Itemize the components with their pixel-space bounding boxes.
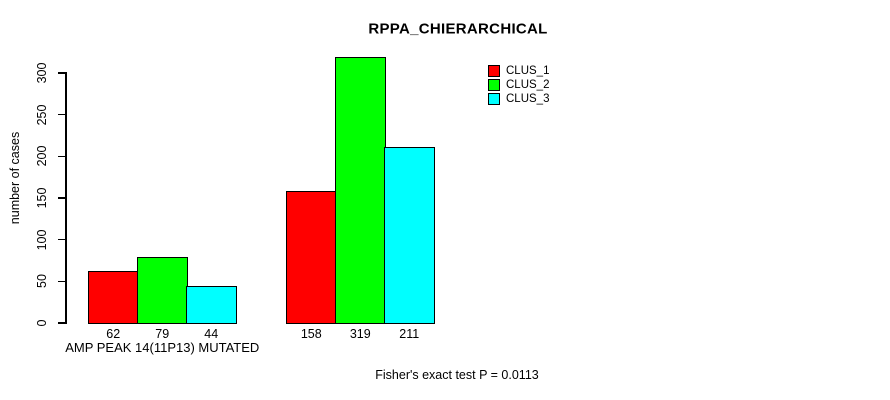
y-axis-line [65, 72, 67, 324]
bar-value-label: 158 [300, 327, 322, 341]
bar-value-label: 211 [399, 327, 420, 341]
legend-row: CLUS_3 [488, 92, 549, 106]
legend-swatch [488, 93, 500, 105]
bar-value-label: 62 [106, 327, 121, 341]
chart-title: RPPA_CHIERARCHICAL [368, 20, 548, 38]
y-axis-tick [58, 113, 65, 116]
bar-value-label: 44 [204, 327, 219, 341]
legend-swatch [488, 65, 500, 77]
legend-label: CLUS_2 [506, 79, 550, 91]
bar [286, 191, 337, 325]
y-axis-tick-label: 50 [35, 274, 49, 289]
bar [88, 271, 139, 325]
bar-value-label: 79 [155, 327, 170, 341]
y-axis-tick [58, 322, 65, 324]
y-axis-tick-label: 300 [35, 62, 49, 84]
legend-label: CLUS_3 [506, 93, 550, 105]
y-axis-tick-label: 150 [35, 187, 49, 209]
bar [137, 257, 188, 325]
legend-row: CLUS_2 [488, 78, 549, 92]
fisher-test-annotation: Fisher's exact test P = 0.0113 [375, 368, 539, 382]
y-axis-tick-label: 0 [35, 319, 49, 327]
legend-label: CLUS_1 [506, 65, 550, 77]
y-axis-tick [58, 197, 65, 199]
legend-row: CLUS_1 [488, 64, 549, 78]
bar [335, 57, 386, 325]
y-axis-tick [58, 280, 65, 283]
y-axis-tick [58, 155, 65, 158]
y-axis-tick-label: 100 [35, 229, 49, 251]
bar-value-label: 319 [349, 327, 371, 341]
legend: CLUS_1 CLUS_2 CLUS_3 [488, 64, 549, 106]
legend-swatch [488, 79, 500, 91]
bar [186, 286, 237, 325]
y-axis-tick [58, 72, 65, 74]
y-axis-tick-label: 200 [35, 145, 49, 167]
y-axis-label: number of cases [8, 131, 22, 225]
y-axis-tick-label: 250 [35, 104, 49, 126]
bar [384, 147, 435, 325]
y-axis-tick [58, 238, 65, 241]
x-axis-group-label: AMP PEAK 14(11P13) MUTATED [65, 340, 260, 355]
